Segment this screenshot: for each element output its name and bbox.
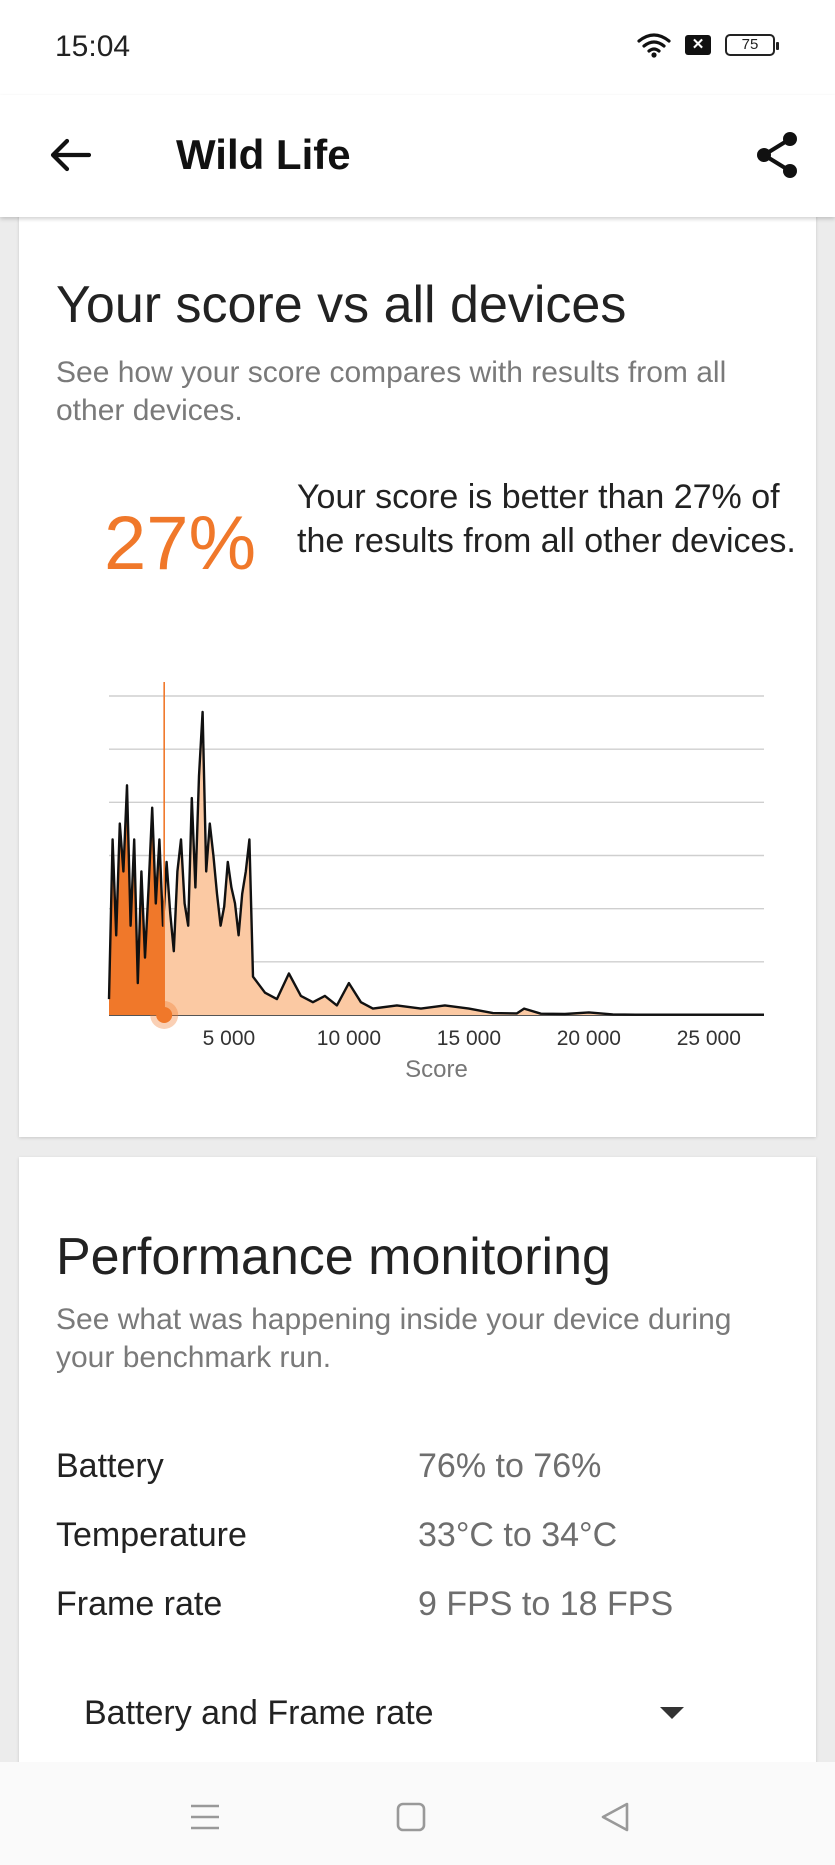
metrics-list: Battery 76% to 76% Temperature 33°C to 3…	[56, 1432, 786, 1639]
metric-label: Frame rate	[56, 1585, 223, 1623]
back-button[interactable]	[40, 125, 100, 185]
chart-distribution-line	[107, 710, 764, 1016]
x-tick-label: 25 000	[677, 1027, 741, 1050]
metric-row-temperature: Temperature 33°C to 34°C	[56, 1501, 786, 1570]
performance-card-subtitle: See what was happening inside your devic…	[56, 1303, 732, 1374]
x-axis-label: Score	[405, 1056, 468, 1083]
status-icons: ✕ 75	[637, 32, 779, 58]
metric-row-frame-rate: Frame rate 9 FPS to 18 FPS	[56, 1570, 786, 1639]
share-icon	[757, 132, 797, 178]
chart-distribution-area	[109, 711, 764, 1015]
battery-level: 75	[741, 36, 759, 53]
chart-your-range-area	[109, 785, 165, 1015]
nav-back-button[interactable]	[590, 1792, 640, 1842]
metric-value: 9 FPS to 18 FPS	[418, 1585, 674, 1623]
sim-blocked-icon: ✕	[685, 35, 711, 55]
metric-row-battery: Battery 76% to 76%	[56, 1432, 786, 1501]
score-card: Your score vs all devices See how your s…	[19, 200, 816, 1137]
dropdown-selected-label: Battery and Frame rate	[84, 1693, 434, 1732]
score-distribution-chart: 5 000 10 000 15 000 20 000 25 000 Score	[107, 682, 764, 1083]
battery-icon: 75	[725, 34, 779, 56]
wifi-icon	[637, 33, 671, 58]
score-card-subtitle: See how your score compares with results…	[56, 356, 727, 427]
share-button[interactable]	[747, 125, 807, 185]
status-time: 15:04	[55, 30, 131, 63]
system-nav-bar	[0, 1762, 835, 1865]
performance-card: Performance monitoring See what was happ…	[19, 1157, 816, 1797]
app-bar: Wild Life	[0, 95, 835, 217]
metric-label: Battery	[56, 1447, 164, 1485]
metric-label: Temperature	[56, 1516, 247, 1554]
performance-card-title: Performance monitoring	[56, 1228, 611, 1286]
score-percentile: 27%	[104, 501, 257, 586]
x-tick-label: 10 000	[317, 1027, 381, 1050]
home-icon	[396, 1802, 426, 1832]
x-tick-label: 20 000	[557, 1027, 621, 1050]
menu-button[interactable]	[180, 1792, 230, 1842]
score-card-title: Your score vs all devices	[56, 276, 627, 334]
your-score-marker	[156, 1007, 173, 1023]
home-button[interactable]	[386, 1792, 436, 1842]
metric-value: 33°C to 34°C	[418, 1516, 618, 1554]
back-arrow-icon	[50, 138, 91, 172]
back-icon	[601, 1802, 629, 1832]
metric-value: 76% to 76%	[418, 1447, 602, 1485]
dropdown-arrow-icon	[660, 1707, 684, 1719]
status-bar: 15:04 ✕ 75	[0, 0, 835, 95]
x-tick-label: 5 000	[203, 1027, 256, 1050]
x-tick-label: 15 000	[437, 1027, 501, 1050]
menu-icon	[191, 1804, 219, 1830]
score-percentile-text: Your score is better than 27% of the res…	[297, 478, 796, 560]
chart-type-dropdown[interactable]: Battery and Frame rate	[84, 1678, 684, 1748]
page-title: Wild Life	[176, 131, 351, 178]
